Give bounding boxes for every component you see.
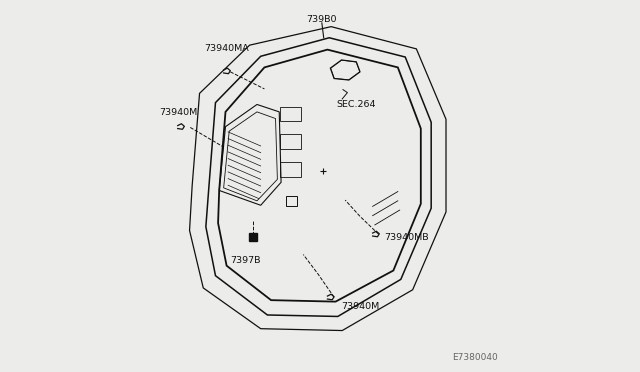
Text: 73940M: 73940M: [340, 302, 379, 311]
Bar: [280, 135, 301, 148]
Text: 73940MA: 73940MA: [204, 44, 249, 53]
Bar: [286, 196, 297, 206]
Text: 73940M: 73940M: [159, 108, 197, 117]
Text: 739B0: 739B0: [307, 15, 337, 24]
Text: 73940MB: 73940MB: [384, 232, 428, 242]
Text: SEC.264: SEC.264: [337, 100, 376, 109]
Text: E7380040: E7380040: [452, 353, 498, 362]
Text: 7397B: 7397B: [230, 256, 261, 265]
Bar: [280, 107, 301, 121]
Bar: [280, 162, 301, 177]
